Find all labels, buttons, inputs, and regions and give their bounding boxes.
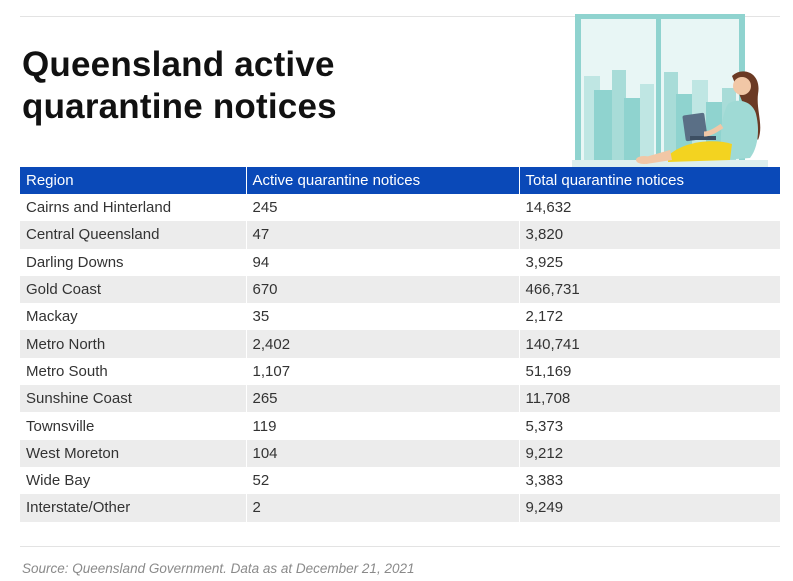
cell-active: 670 (246, 275, 520, 304)
cell-active: 52 (246, 466, 520, 495)
table-row: Cairns and Hinterland 245 14,632 (20, 194, 780, 222)
cell-active: 94 (246, 248, 520, 276)
cell-region: Cairns and Hinterland (20, 194, 247, 222)
table-row: Metro North 2,402 140,741 (20, 330, 780, 358)
cell-total: 3,925 (519, 248, 780, 276)
title-line-2: quarantine notices (22, 87, 337, 126)
column-header-total: Total quarantine notices (519, 167, 780, 194)
cell-region: Mackay (20, 303, 247, 331)
cell-region: Metro North (20, 330, 247, 358)
cell-total: 140,741 (519, 330, 780, 358)
cell-region: Gold Coast (20, 275, 247, 304)
cell-active: 265 (246, 385, 520, 413)
top-divider (20, 16, 780, 17)
table-row: Metro South 1,107 51,169 (20, 357, 780, 386)
cell-region: Metro South (20, 357, 247, 386)
cell-total: 9,212 (519, 439, 780, 467)
cell-active: 1,107 (246, 357, 520, 386)
table-row: Gold Coast 670 466,731 (20, 275, 780, 304)
cell-total: 3,383 (519, 466, 780, 495)
cell-region: Central Queensland (20, 221, 247, 249)
cell-region: Wide Bay (20, 466, 247, 495)
table-row: Darling Downs 94 3,925 (20, 248, 780, 276)
table-row: West Moreton 104 9,212 (20, 439, 780, 467)
cell-total: 51,169 (519, 357, 780, 386)
cell-active: 35 (246, 303, 520, 331)
table-header: Region Active quarantine notices Total q… (20, 167, 780, 194)
cell-region: Darling Downs (20, 248, 247, 276)
cell-total: 2,172 (519, 303, 780, 331)
source-note: Source: Queensland Government. Data as a… (22, 561, 415, 576)
table-row: Central Queensland 47 3,820 (20, 221, 780, 249)
woman-at-window-illustration-icon (572, 14, 768, 168)
table-row: Mackay 35 2,172 (20, 303, 780, 331)
table-row: Sunshine Coast 265 11,708 (20, 385, 780, 413)
table-row: Interstate/Other 2 9,249 (20, 494, 780, 522)
cell-active: 2,402 (246, 330, 520, 358)
cell-total: 9,249 (519, 494, 780, 522)
cell-total: 11,708 (519, 385, 780, 413)
cell-total: 14,632 (519, 194, 780, 222)
cell-active: 245 (246, 194, 520, 222)
column-header-active: Active quarantine notices (246, 167, 520, 194)
table-body: Cairns and Hinterland 245 14,632 Central… (20, 194, 780, 522)
cell-active: 119 (246, 412, 520, 440)
table-row: Townsville 119 5,373 (20, 412, 780, 440)
cell-region: Townsville (20, 412, 247, 440)
bottom-divider (20, 546, 780, 547)
table-row: Wide Bay 52 3,383 (20, 466, 780, 495)
cell-region: West Moreton (20, 439, 247, 467)
cell-region: Sunshine Coast (20, 385, 247, 413)
quarantine-notices-table: Region Active quarantine notices Total q… (20, 167, 780, 522)
cell-total: 5,373 (519, 412, 780, 440)
cell-region: Interstate/Other (20, 494, 247, 522)
cell-active: 104 (246, 439, 520, 467)
cell-active: 2 (246, 494, 520, 522)
column-header-region: Region (20, 167, 247, 194)
title-line-1: Queensland active (22, 45, 335, 84)
page-title: Queensland active quarantine notices (22, 44, 337, 128)
cell-total: 466,731 (519, 275, 780, 304)
cell-total: 3,820 (519, 221, 780, 249)
cell-active: 47 (246, 221, 520, 249)
